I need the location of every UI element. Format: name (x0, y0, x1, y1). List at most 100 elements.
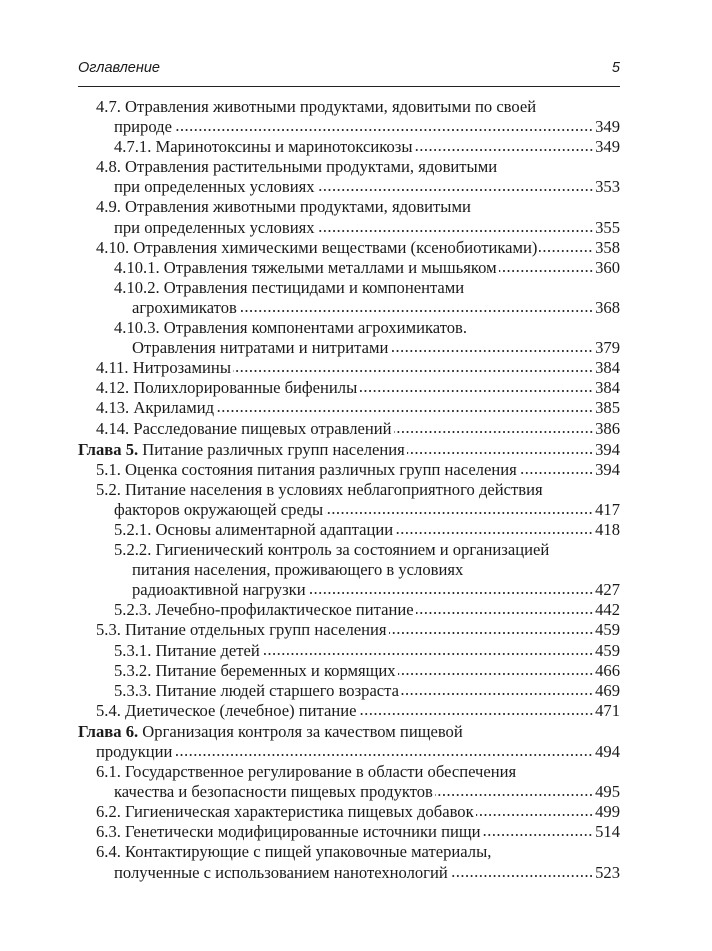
toc-entry: 5.3.1. Питание детей 459 (78, 641, 620, 661)
page-number: 442 (595, 600, 620, 620)
toc-entry: 4.8. Отравления растительными продуктами… (78, 157, 620, 197)
entry-title-line: 4.10.3. Отравления компонентами агрохими… (114, 318, 468, 338)
page-number: 379 (595, 338, 620, 358)
table-of-contents: 4.7. Отравления животными продуктами, яд… (78, 97, 620, 883)
dot-leader (173, 128, 594, 133)
entry-title-line: природе (114, 117, 172, 137)
dot-leader (414, 148, 594, 153)
dot-leader (358, 711, 594, 716)
entry-title-line: 5.3.3. Питание людей старшего возраста (114, 680, 399, 700)
entry-title-line: 4.7. Отравления животными продуктами, яд… (96, 97, 537, 116)
entry-title-line: 4.9. Отравления животными продуктами, яд… (96, 197, 471, 217)
page-number: 394 (595, 439, 620, 459)
toc-entry: 4.7. Отравления животными продуктами, яд… (78, 97, 620, 137)
entry-title-line: при определенных условиях (114, 217, 315, 237)
toc-entry: 5.2.2. Гигиенический контроль за состоян… (78, 540, 620, 600)
toc-entry: 4.11. Нитрозамины 384 (78, 358, 620, 378)
toc-entry: 5.3. Питание отдельных групп населения 45… (78, 620, 620, 640)
entry-title-line: питания населения, проживающего в услови… (132, 560, 464, 580)
page-number: 360 (595, 257, 620, 277)
page-number: 427 (595, 580, 620, 600)
entry-title-line: 4.13. Акриламид (96, 398, 215, 418)
dot-leader (390, 349, 594, 354)
entry-title-line: радиоактивной нагрузки (132, 580, 306, 600)
dot-leader (174, 753, 594, 757)
toc-entry: 4.10.3. Отравления компонентами агрохими… (78, 318, 620, 358)
toc-entry: 5.2.3. Лечебно-профилактическое питание 4… (78, 600, 620, 620)
page-number: 494 (595, 742, 620, 761)
toc-entry: 4.9. Отравления животными продуктами, яд… (78, 197, 620, 237)
dot-leader (232, 369, 594, 374)
running-header: Оглавление 5 (78, 58, 620, 87)
entry-title-line: 4.7.1. Маринотоксины и маринотоксикозы (114, 137, 413, 157)
dot-leader (307, 591, 594, 596)
page-number: 495 (595, 782, 620, 802)
toc-entry: 4.12. Полихлорированные бифенилы 384 (78, 378, 620, 398)
dot-leader (316, 188, 594, 193)
toc-entry: 6.4. Контактирующие с пищей упаковочные … (78, 842, 620, 882)
entry-title-line: 5.3.2. Питание беременных и кормящих (114, 660, 396, 680)
entry-title-line: 4.10.1. Отравления тяжелыми металлами и … (114, 257, 497, 277)
chapter-title: Организация контроля за качеством пищево… (138, 721, 463, 741)
page-number: 353 (595, 177, 620, 197)
page-number: 459 (595, 620, 620, 640)
dot-leader (393, 429, 594, 434)
page-number: 385 (595, 398, 620, 418)
page-number: 384 (595, 358, 620, 378)
page-number: 514 (595, 822, 620, 842)
page-number: 349 (595, 137, 620, 157)
page-number: 384 (595, 378, 620, 398)
entry-title-line: 4.11. Нитрозамины (96, 358, 231, 378)
dot-leader (238, 308, 594, 313)
dot-leader (395, 530, 594, 535)
dot-leader (498, 268, 594, 273)
entry-title-line: Отравления нитратами и нитритами (132, 338, 389, 358)
page-number: 523 (595, 862, 620, 882)
page-number: 417 (595, 499, 620, 519)
entry-title-line: полученные с использованием нанотехнолог… (114, 862, 448, 882)
toc-chapter-entry: Глава 5. Питание различных групп населен… (78, 440, 620, 460)
toc-entry: 5.2. Питание населения в условиях неблаг… (78, 480, 620, 520)
entry-title-line: агрохимикатов (132, 297, 237, 317)
entry-title-line: 5.2. Питание населения в условиях неблаг… (96, 479, 543, 499)
toc-entry: 6.1. Государственное регулирование в обл… (78, 762, 620, 802)
page-number: 469 (595, 680, 620, 700)
entry-title-line: 6.1. Государственное регулирование в обл… (96, 762, 517, 782)
toc-entry: 5.2.1. Основы алиментарной адаптации 418 (78, 520, 620, 540)
entry-title-line: 4.10.2. Отравления пестицидами и компоне… (114, 277, 465, 297)
toc-entry: 6.2. Гигиеническая характеристика пищевы… (78, 802, 620, 822)
toc-entry: 4.10.1. Отравления тяжелыми металлами и … (78, 258, 620, 278)
entry-title-line: Глава 5. Питание различных групп населен… (78, 440, 405, 460)
toc-entry: 4.10.2. Отравления пестицидами и компоне… (78, 278, 620, 318)
page-number: 466 (595, 660, 620, 680)
page-number: 418 (595, 519, 620, 539)
header-title: Оглавление (78, 60, 160, 76)
page-number: 358 (595, 237, 620, 257)
entry-title-line: 5.1. Оценка состояния питания различных … (96, 459, 517, 479)
page-number: 386 (595, 418, 620, 438)
toc-entry: 5.3.3. Питание людей старшего возраста 46… (78, 681, 620, 701)
dot-leader (261, 651, 594, 656)
dot-leader (325, 510, 594, 515)
page-number: 355 (595, 217, 620, 237)
toc-entry: 4.14. Расследование пищевых отравлений 38… (78, 419, 620, 439)
dot-leader (388, 631, 594, 636)
entry-title-line: 6.4. Контактирующие с пищей упаковочные … (96, 842, 492, 862)
entry-title-line: 6.3. Генетически модифицированные источн… (96, 822, 481, 842)
toc-entry: 5.3.2. Питание беременных и кормящих 466 (78, 661, 620, 681)
dot-leader (482, 833, 594, 838)
dot-leader (415, 611, 594, 616)
toc-entry: 4.10. Отравления химическими веществами … (78, 238, 620, 258)
entry-title-line: качества и безопасности пищевых продукто… (114, 782, 433, 802)
entry-title-line: 5.2.2. Гигиенический контроль за состоян… (114, 540, 550, 560)
page-number: 394 (595, 459, 620, 479)
entry-title-line: 6.2. Гигиеническая характеристика пищевы… (96, 802, 474, 822)
dot-leader (316, 228, 594, 233)
toc-entry: 4.7.1. Маринотоксины и маринотоксикозы 34… (78, 137, 620, 157)
chapter-label: Глава 6. (78, 721, 139, 741)
dot-leader (518, 470, 594, 475)
page-number: 349 (595, 117, 620, 137)
dot-leader (475, 813, 594, 818)
chapter-label: Глава 5. (78, 439, 139, 459)
toc-entry: 4.13. Акриламид 385 (78, 398, 620, 418)
